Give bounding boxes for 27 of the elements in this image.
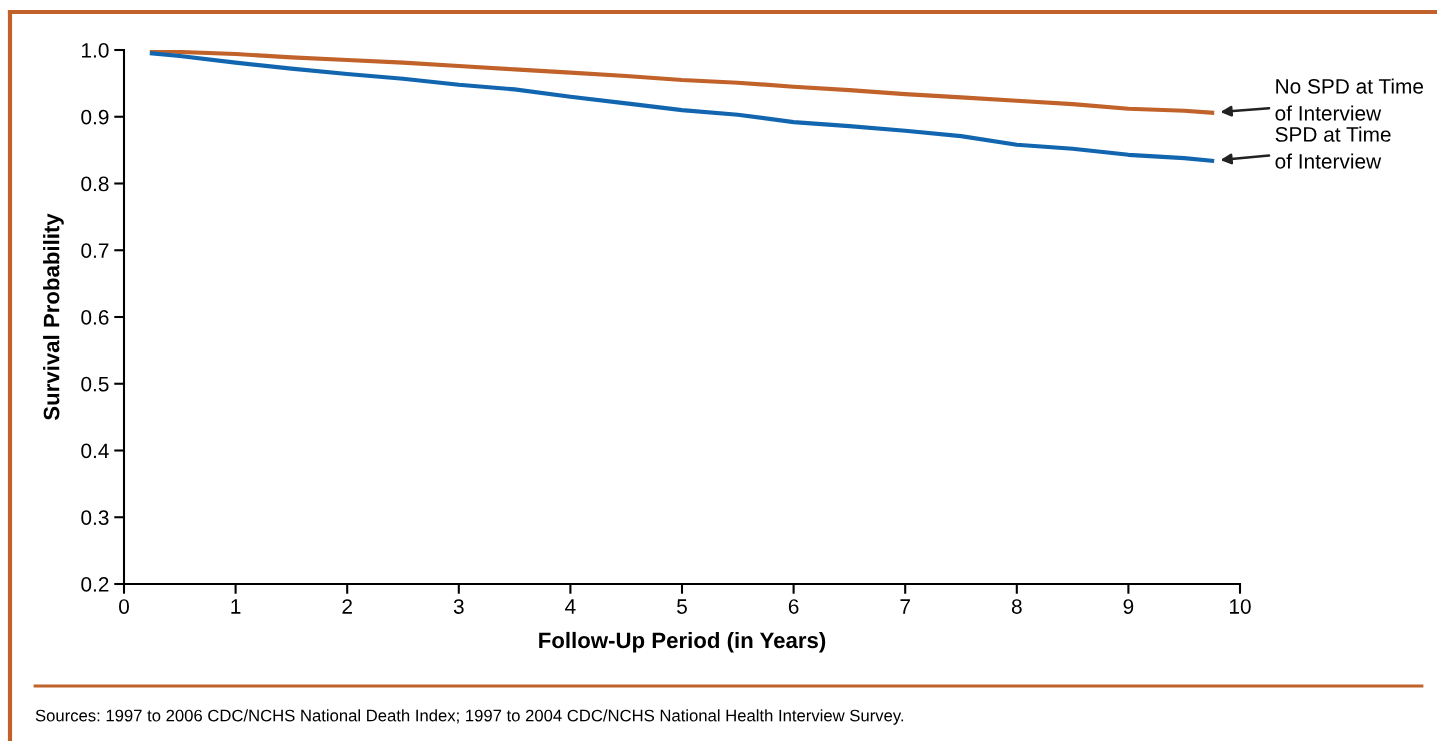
line-series	[149, 50, 1215, 115]
y-tick-label: 0.5	[81, 376, 109, 392]
x-tick-label: 9	[1123, 599, 1134, 614]
y-tick-label: 0.3	[81, 510, 109, 525]
x-tick-label: 0	[119, 599, 129, 614]
x-axis-title: Follow-Up Period (in Years)	[539, 631, 826, 653]
y-tick-label: 0.9	[81, 109, 109, 125]
x-tick-label: 5	[677, 599, 687, 614]
x-tick-label: 3	[453, 599, 464, 614]
x-tick-label: 6	[788, 599, 799, 614]
y-tick-label: 0.4	[81, 443, 109, 459]
y-tick-label: 0.6	[81, 310, 109, 325]
y-tick-label: 1.0	[82, 43, 109, 58]
y-tick-label: 0.8	[81, 176, 109, 192]
source-note: Sources: 1997 to 2006 CDC/NCHS National Death Index; 1997 to 2004 CDC/NCHS National Health Interview Survey.	[35, 709, 904, 725]
x-tick-label: 10	[1230, 599, 1251, 614]
text: SPD at Time of Interview	[1275, 126, 1391, 169]
x-tick-label: 7	[900, 599, 910, 614]
x-tick-label: 1	[231, 599, 241, 614]
x-tick-label: 8	[1011, 599, 1022, 614]
y-axis-title: Survival Probability	[43, 213, 64, 421]
y-tick-label: 0.2	[81, 577, 109, 592]
y-tick-label: 0.7	[81, 243, 109, 258]
line-series	[149, 51, 1215, 163]
x-tick-label: 4	[565, 599, 576, 614]
x-tick-label: 2	[342, 599, 352, 614]
text: No SPD at Time of Interview	[1275, 78, 1424, 121]
